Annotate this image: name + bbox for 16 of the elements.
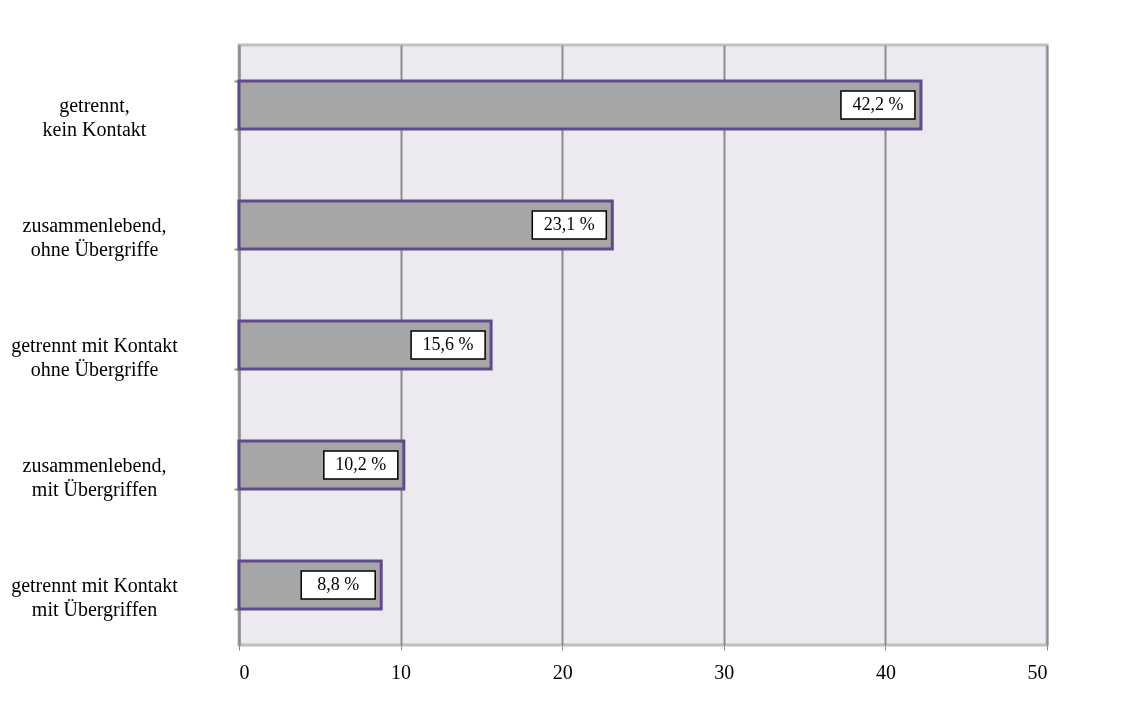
y-tick-label: getrennt mit Kontakt ohne Übergriffe	[11, 333, 179, 381]
data-label: 15,6 %	[422, 334, 474, 354]
y-tick-label: zusammenlebend, ohne Übergriffe	[22, 213, 167, 261]
x-tick-label: 10	[391, 660, 412, 683]
x-tick-label: 30	[714, 660, 735, 683]
data-label: 8,8 %	[317, 574, 360, 594]
data-label: 10,2 %	[335, 454, 387, 474]
x-tick-label: 40	[875, 660, 896, 683]
y-tick-label: zusammenlebend, mit Übergriffen	[22, 453, 167, 501]
x-tick-label: 0	[239, 660, 250, 683]
x-tick-label: 20	[552, 660, 573, 683]
x-tick-label: 50	[1027, 660, 1048, 683]
data-label: 23,1 %	[543, 214, 595, 234]
y-tick-label: getrennt, kein Kontakt	[42, 93, 147, 140]
y-tick-label: getrennt mit Kontakt mit Übergriffen	[11, 573, 179, 621]
data-label: 42,2 %	[852, 94, 904, 114]
